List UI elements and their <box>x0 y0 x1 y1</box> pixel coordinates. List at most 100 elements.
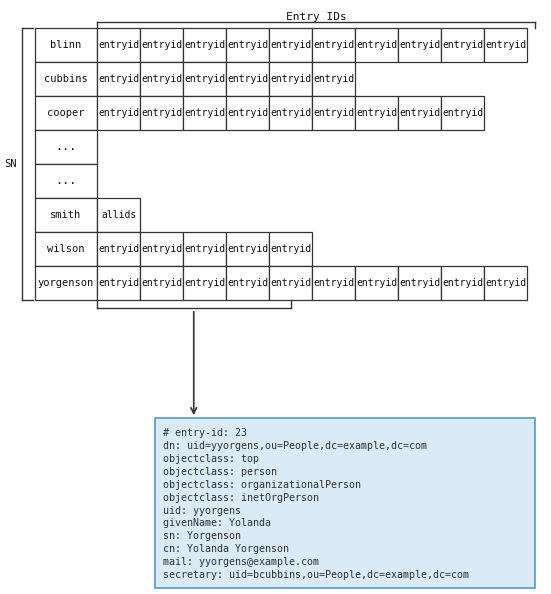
Bar <box>35 266 97 300</box>
Bar <box>226 28 269 62</box>
Bar <box>484 28 527 62</box>
Text: entryid: entryid <box>442 40 483 50</box>
Bar <box>35 62 97 96</box>
Text: entryid: entryid <box>184 108 225 118</box>
Text: ...: ... <box>55 141 77 153</box>
Bar <box>398 96 441 130</box>
Text: entryid: entryid <box>98 244 139 254</box>
Text: SN: SN <box>4 159 17 169</box>
Bar <box>35 28 97 62</box>
Text: givenName: Yolanda: givenName: Yolanda <box>163 519 271 529</box>
Text: entryid: entryid <box>227 278 268 288</box>
Bar <box>226 62 269 96</box>
Text: objectclass: top: objectclass: top <box>163 454 259 464</box>
Text: entryid: entryid <box>313 40 354 50</box>
Bar <box>441 28 484 62</box>
Text: allids: allids <box>101 210 136 220</box>
Bar <box>35 130 97 164</box>
Text: # entry-id: 23: # entry-id: 23 <box>163 428 247 438</box>
Text: entryid: entryid <box>356 108 397 118</box>
Text: entryid: entryid <box>399 108 440 118</box>
Text: entryid: entryid <box>227 74 268 84</box>
Bar <box>398 28 441 62</box>
Text: entryid: entryid <box>313 108 354 118</box>
Text: entryid: entryid <box>98 108 139 118</box>
Bar <box>183 62 226 96</box>
Text: ...: ... <box>55 175 77 188</box>
Bar <box>312 266 355 300</box>
Text: entryid: entryid <box>442 108 483 118</box>
Bar <box>312 96 355 130</box>
Text: mail: yyorgens@example.com: mail: yyorgens@example.com <box>163 557 319 567</box>
Bar <box>269 62 312 96</box>
Bar <box>484 266 527 300</box>
Text: dn: uid=yyorgens,ou=People,dc=example,dc=com: dn: uid=yyorgens,ou=People,dc=example,dc… <box>163 441 427 451</box>
Text: entryid: entryid <box>270 108 311 118</box>
Text: entryid: entryid <box>270 244 311 254</box>
Bar <box>155 418 535 588</box>
Bar <box>35 232 97 266</box>
Bar <box>355 96 398 130</box>
Bar <box>312 62 355 96</box>
Bar <box>269 96 312 130</box>
Text: blinn: blinn <box>50 40 82 50</box>
Bar <box>35 96 97 130</box>
Text: entryid: entryid <box>227 108 268 118</box>
Bar <box>183 232 226 266</box>
Bar <box>97 266 140 300</box>
Text: cn: Yolanda Yorgenson: cn: Yolanda Yorgenson <box>163 544 289 554</box>
Text: entryid: entryid <box>141 244 182 254</box>
Text: entryid: entryid <box>141 278 182 288</box>
Text: entryid: entryid <box>227 40 268 50</box>
Text: entryid: entryid <box>184 244 225 254</box>
Bar <box>441 96 484 130</box>
Text: entryid: entryid <box>184 40 225 50</box>
Text: wilson: wilson <box>47 244 85 254</box>
Bar <box>97 62 140 96</box>
Bar <box>226 96 269 130</box>
Bar <box>183 266 226 300</box>
Text: entryid: entryid <box>184 278 225 288</box>
Bar <box>35 164 97 198</box>
Bar <box>140 96 183 130</box>
Text: entryid: entryid <box>98 74 139 84</box>
Text: objectclass: inetOrgPerson: objectclass: inetOrgPerson <box>163 492 319 503</box>
Text: smith: smith <box>50 210 82 220</box>
Bar <box>226 232 269 266</box>
Text: entryid: entryid <box>356 40 397 50</box>
Bar <box>97 232 140 266</box>
Bar <box>312 28 355 62</box>
Text: entryid: entryid <box>227 244 268 254</box>
Text: secretary: uid=bcubbins,ou=People,dc=example,dc=com: secretary: uid=bcubbins,ou=People,dc=exa… <box>163 570 469 580</box>
Bar <box>355 266 398 300</box>
Bar <box>97 28 140 62</box>
Bar <box>269 28 312 62</box>
Text: entryid: entryid <box>485 278 526 288</box>
Text: Entry IDs: Entry IDs <box>285 12 347 22</box>
Text: entryid: entryid <box>270 278 311 288</box>
Bar <box>97 96 140 130</box>
Text: objectclass: person: objectclass: person <box>163 467 277 477</box>
Text: entryid: entryid <box>356 278 397 288</box>
Text: entryid: entryid <box>141 74 182 84</box>
Bar <box>140 62 183 96</box>
Bar <box>441 266 484 300</box>
Text: entryid: entryid <box>442 278 483 288</box>
Bar <box>140 232 183 266</box>
Text: entryid: entryid <box>313 74 354 84</box>
Bar <box>269 232 312 266</box>
Bar <box>140 28 183 62</box>
Text: entryid: entryid <box>399 278 440 288</box>
Text: uid: yyorgens: uid: yyorgens <box>163 505 241 516</box>
Text: sn: Yorgenson: sn: Yorgenson <box>163 532 241 541</box>
Text: entryid: entryid <box>184 74 225 84</box>
Bar <box>183 96 226 130</box>
Bar <box>140 266 183 300</box>
Bar <box>398 266 441 300</box>
Text: entryid: entryid <box>98 278 139 288</box>
Text: entryid: entryid <box>270 74 311 84</box>
Text: entryid: entryid <box>141 108 182 118</box>
Bar <box>226 266 269 300</box>
Text: entryid: entryid <box>98 40 139 50</box>
Text: entryid: entryid <box>399 40 440 50</box>
